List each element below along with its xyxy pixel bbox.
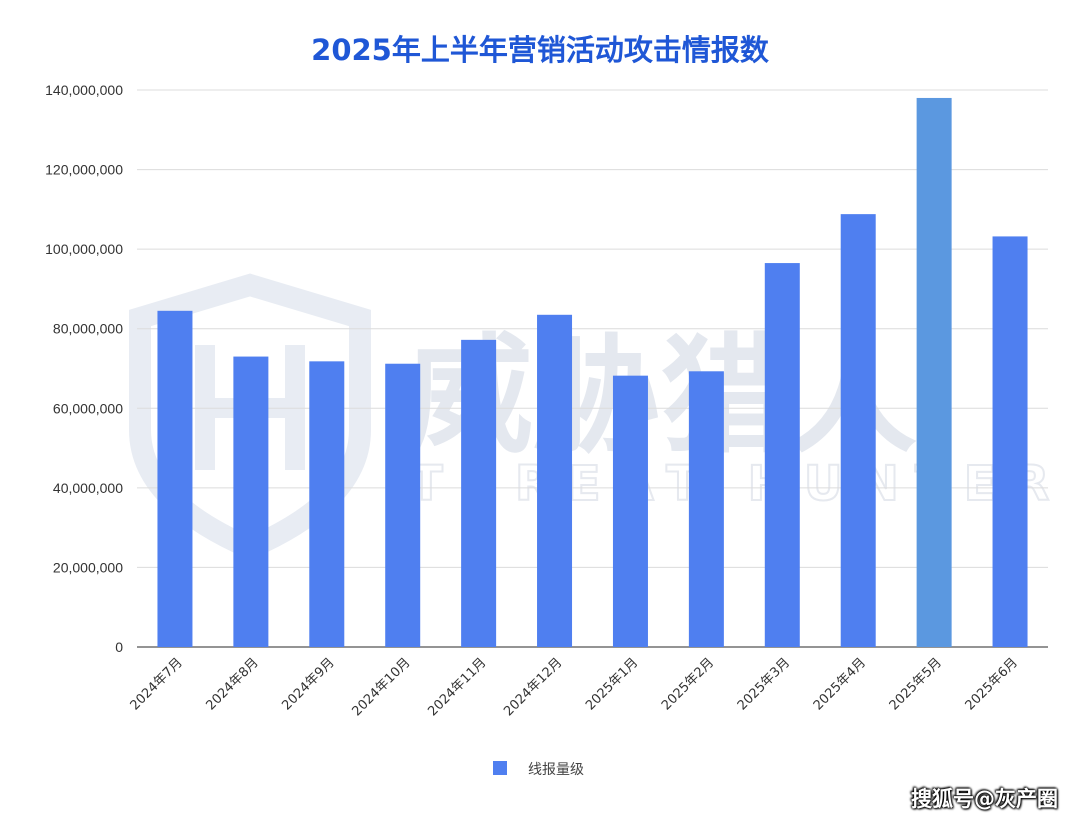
bar — [916, 97, 952, 647]
bar — [840, 214, 876, 648]
legend-swatch — [493, 761, 507, 775]
y-tick-label: 140,000,000 — [45, 82, 123, 98]
y-tick-label: 100,000,000 — [45, 241, 123, 257]
x-tick-label: 2025年1月 — [583, 655, 641, 713]
y-tick-label: 60,000,000 — [53, 400, 123, 416]
x-tick-label: 2024年8月 — [203, 655, 261, 713]
gridlines — [137, 89, 1048, 648]
watermark-en-text: THREAT HUNTER — [410, 456, 1065, 512]
y-tick-label: 20,000,000 — [53, 559, 123, 575]
x-tick-label: 2024年10月 — [349, 655, 413, 719]
bar — [385, 363, 421, 647]
x-tick-label: 2025年4月 — [811, 655, 869, 713]
x-tick-label: 2024年9月 — [279, 655, 337, 713]
source-watermark: 搜狐号@灰产圈 — [911, 787, 1058, 811]
bar — [233, 356, 269, 647]
legend-label: 线报量级 — [528, 762, 584, 778]
bar — [157, 310, 193, 647]
chart-title: 2025年上半年营销活动攻击情报数 — [311, 33, 770, 67]
bar — [461, 339, 497, 647]
bars — [157, 97, 1028, 648]
bar — [764, 263, 800, 647]
x-tick-label: 2024年7月 — [128, 655, 186, 713]
x-tick-label: 2025年5月 — [887, 655, 945, 713]
x-tick-label: 2024年11月 — [425, 655, 489, 719]
x-axis-ticks: 2024年7月 2024年8月 2024年9月 2024年10月 2024年11月 202… — [128, 655, 1021, 719]
x-tick-label: 2025年6月 — [963, 655, 1021, 713]
bar — [612, 375, 648, 647]
y-tick-label: 40,000,000 — [53, 480, 123, 496]
bar — [537, 314, 573, 647]
y-tick-label: 0 — [115, 639, 123, 655]
legend: 线报量级 — [493, 761, 584, 778]
bar — [309, 361, 345, 647]
x-tick-label: 2024年12月 — [501, 655, 565, 719]
y-tick-label: 120,000,000 — [45, 162, 123, 178]
y-tick-label: 80,000,000 — [53, 321, 123, 337]
y-axis-ticks: 0 20,000,000 40,000,000 60,000,000 80,000,00… — [45, 82, 123, 655]
x-tick-label: 2025年3月 — [735, 655, 793, 713]
x-tick-label: 2025年2月 — [659, 655, 717, 713]
bar — [688, 371, 724, 647]
bar — [992, 236, 1028, 647]
